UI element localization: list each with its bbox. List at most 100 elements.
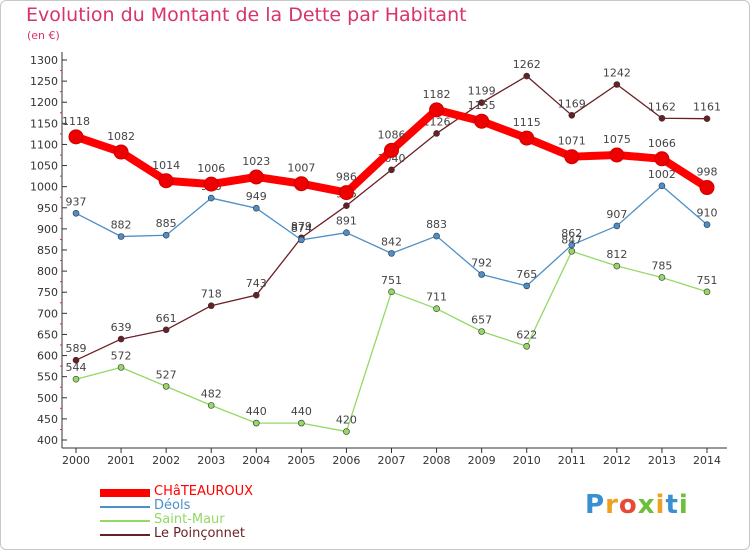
data-label: 1002 — [648, 168, 676, 181]
data-point — [162, 231, 170, 239]
chart-title: Evolution du Montant de la Dette par Hab… — [26, 4, 467, 26]
data-label: 711 — [426, 291, 447, 304]
y-tick-label: 1150 — [30, 117, 58, 130]
data-label: 589 — [66, 342, 87, 355]
data-label: 792 — [471, 256, 492, 269]
x-tick-label: 2001 — [107, 454, 135, 467]
data-label: 885 — [156, 217, 177, 230]
y-tick-label: 1000 — [30, 181, 58, 194]
chart-subtitle: (en €) — [27, 29, 60, 42]
data-label: 751 — [697, 274, 718, 287]
data-label: 1071 — [558, 135, 586, 148]
data-point — [117, 335, 125, 343]
data-point — [474, 113, 490, 129]
y-tick-label: 1200 — [30, 96, 58, 109]
data-point — [519, 130, 535, 146]
y-tick-label: 800 — [37, 265, 58, 278]
data-label: 1118 — [62, 115, 90, 128]
data-label: 1242 — [603, 66, 631, 79]
data-label: 1182 — [423, 88, 451, 101]
data-point — [72, 375, 80, 383]
data-label: 910 — [697, 207, 718, 220]
data-point — [298, 419, 305, 427]
data-label: 661 — [156, 312, 177, 325]
data-point — [248, 169, 264, 185]
data-point — [388, 288, 395, 296]
y-tick-label: 700 — [37, 307, 58, 320]
y-tick-label: 850 — [37, 244, 58, 257]
data-label: 420 — [336, 414, 357, 427]
data-point — [117, 364, 125, 371]
data-point — [658, 114, 666, 122]
data-point — [207, 302, 215, 310]
data-point — [343, 428, 350, 435]
logo-letter: t — [665, 490, 679, 520]
data-point — [384, 142, 399, 158]
data-point — [523, 72, 531, 80]
legend-swatch — [100, 520, 150, 522]
logo-letter: i — [678, 490, 689, 520]
data-label: 949 — [246, 190, 267, 203]
data-point — [388, 166, 395, 174]
x-tick-label: 2011 — [558, 454, 586, 467]
legend-swatch — [100, 489, 150, 497]
data-point — [343, 229, 350, 236]
data-point — [72, 209, 80, 217]
y-tick-label: 1100 — [30, 138, 58, 151]
x-tick-label: 2012 — [603, 454, 631, 467]
data-label: 891 — [336, 215, 357, 228]
legend-label: CHâTEAUROUX — [154, 484, 254, 499]
data-point — [162, 383, 170, 390]
data-label: 657 — [471, 313, 492, 326]
proxiti-logo: Proxiti — [585, 490, 689, 520]
data-label: 572 — [111, 349, 132, 362]
x-tick-label: 2002 — [152, 454, 180, 467]
data-label: 1075 — [603, 133, 631, 146]
x-tick-label: 2005 — [287, 454, 315, 467]
data-point — [568, 241, 576, 249]
data-point — [433, 305, 440, 312]
y-tick-label: 450 — [37, 413, 58, 426]
legend-label: Déols — [154, 498, 191, 513]
data-point — [343, 202, 350, 209]
data-point — [609, 147, 625, 163]
y-tick-label: 500 — [37, 392, 58, 405]
data-point — [162, 326, 170, 334]
data-point — [252, 204, 260, 212]
data-point — [338, 185, 354, 201]
x-tick-label: 2003 — [197, 454, 225, 467]
data-label: 882 — [111, 218, 132, 231]
data-point — [388, 250, 395, 257]
data-point — [68, 129, 84, 145]
data-label: 1014 — [152, 159, 180, 172]
data-label: 1169 — [558, 97, 586, 110]
data-point — [113, 144, 129, 160]
y-tick-label: 1250 — [30, 75, 58, 88]
data-point — [478, 99, 485, 106]
data-label: 1155 — [468, 99, 496, 112]
data-label: 937 — [66, 195, 87, 208]
x-tick-label: 2009 — [468, 454, 496, 467]
y-tick-label: 1300 — [30, 54, 58, 67]
logo-letter: o — [618, 490, 638, 520]
data-label: 743 — [246, 277, 267, 290]
data-point — [429, 102, 445, 118]
data-point — [293, 176, 309, 192]
x-tick-label: 2010 — [513, 454, 541, 467]
x-tick-label: 2014 — [693, 454, 721, 467]
data-point — [613, 222, 621, 230]
data-point — [252, 419, 260, 427]
data-point — [613, 262, 621, 270]
data-point — [568, 112, 576, 119]
data-label: 527 — [156, 368, 177, 381]
data-point — [207, 194, 215, 202]
data-point — [252, 291, 260, 299]
data-label: 1082 — [107, 130, 135, 143]
data-point — [658, 182, 666, 190]
legend-swatch — [100, 506, 150, 508]
data-label: 1006 — [197, 162, 225, 175]
data-label: 812 — [606, 248, 627, 261]
y-tick-label: 900 — [37, 223, 58, 236]
